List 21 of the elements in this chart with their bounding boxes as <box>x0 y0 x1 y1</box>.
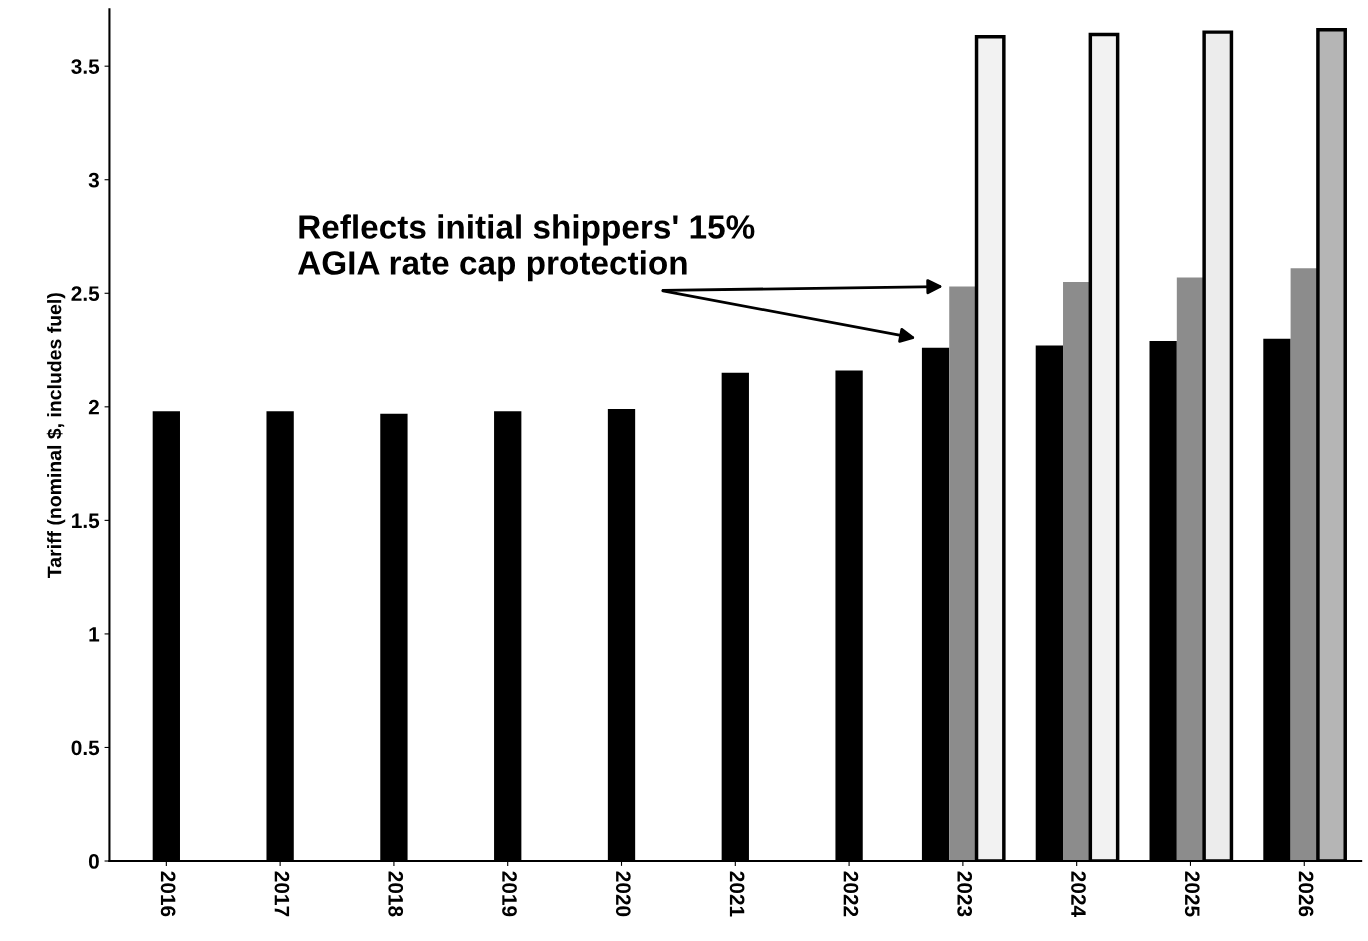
x-tick-label: 2022 <box>843 871 859 917</box>
y-tick-label: 1 <box>89 627 100 642</box>
y-tick-label: 1.5 <box>72 513 100 529</box>
x-tick-label: 2026 <box>1298 871 1314 917</box>
x-tick-label: 2019 <box>502 871 517 917</box>
x-tick-label: 2025 <box>1184 871 1200 917</box>
y-axis-title: Tariff (nominal $, includes fuel) <box>46 293 66 578</box>
y-tick-label: 2 <box>88 399 99 415</box>
x-tick-label: 2024 <box>1071 871 1086 917</box>
y-tick-label: 0 <box>88 854 99 869</box>
y-tick-label: 3 <box>88 172 99 188</box>
x-tick-label: 2020 <box>615 871 631 917</box>
y-tick-label: 3.5 <box>71 59 100 74</box>
y-tick-label: 2.5 <box>71 286 100 302</box>
annotation: Reflects initial shippers' 15% AGIA rate cap protection <box>298 214 755 282</box>
x-tick-label: 2016 <box>160 871 176 917</box>
x-tick-label: 2017 <box>274 871 290 917</box>
x-tick-label: 2021 <box>729 871 745 917</box>
y-tick-label: 0.5 <box>71 740 100 756</box>
x-tick-label: 2023 <box>957 871 973 917</box>
x-tick-label: 2018 <box>388 871 404 917</box>
